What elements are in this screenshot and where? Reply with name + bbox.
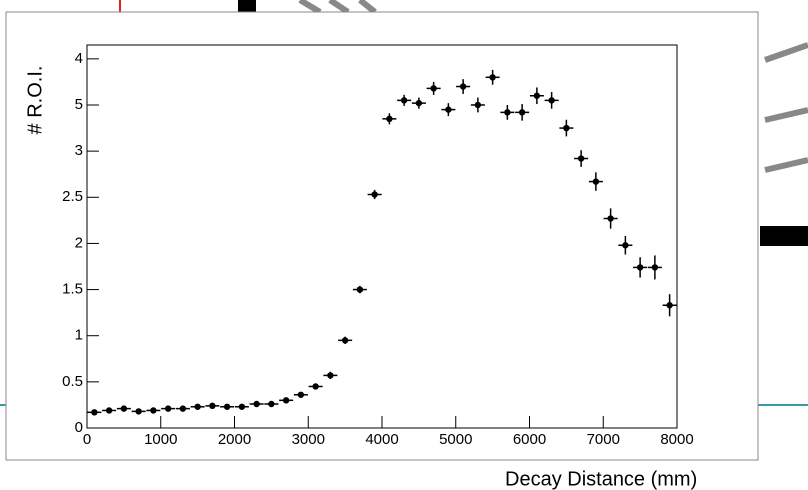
data-point	[150, 407, 157, 414]
data-point	[253, 400, 260, 408]
x-tick-label: 3000	[292, 431, 325, 448]
data-point	[459, 83, 467, 90]
data-point	[120, 405, 128, 412]
y-tick-label: 2	[75, 234, 83, 251]
y-tick-label: 0	[75, 419, 83, 436]
data-point	[135, 408, 142, 415]
data-point	[651, 264, 659, 271]
data-point	[400, 97, 408, 104]
data-point	[312, 383, 319, 390]
y-axis-label: # R.O.I.	[24, 66, 46, 135]
data-point	[223, 403, 231, 410]
data-point	[209, 402, 216, 410]
plot-panel	[5, 11, 759, 461]
y-tick-label: 2.5	[62, 188, 83, 205]
data-point	[636, 264, 644, 271]
data-point	[105, 407, 113, 414]
x-tick-label: 7000	[587, 431, 620, 448]
y-tick-label: 0.5	[62, 373, 83, 390]
data-point	[518, 109, 526, 116]
data-point	[607, 215, 614, 222]
data-point	[445, 106, 452, 113]
x-tick-label: 4000	[365, 431, 398, 448]
data-point	[489, 74, 496, 81]
x-axis-label: Decay Distance (mm)	[505, 468, 697, 490]
x-tick-label: 1000	[144, 431, 177, 448]
data-point	[548, 97, 555, 104]
data-point	[282, 397, 290, 404]
x-tick-label: 6000	[513, 431, 546, 448]
y-tick-label: 4	[75, 50, 83, 67]
detector-decoration	[238, 0, 808, 246]
data-point	[356, 286, 364, 293]
data-point	[164, 405, 172, 412]
y-tick-label: 1	[75, 327, 83, 344]
x-tick-label: 5000	[439, 431, 472, 448]
data-point	[415, 99, 423, 107]
x-tick-label: 2000	[218, 431, 251, 448]
data-point	[386, 115, 393, 123]
y-tick-label: 1.5	[62, 281, 83, 298]
y-tick-label: 5	[75, 96, 83, 113]
data-point	[430, 85, 437, 92]
data-point	[268, 400, 275, 408]
data-point	[371, 191, 378, 198]
data-point	[622, 242, 629, 249]
data-point	[179, 405, 187, 412]
data-point	[297, 391, 305, 398]
data-point	[91, 409, 98, 416]
x-tick-label: 8000	[660, 431, 693, 448]
data-point	[563, 124, 570, 132]
x-tick-label: 0	[83, 431, 91, 448]
data-point	[238, 403, 246, 410]
data-point	[504, 109, 511, 116]
data-point	[577, 155, 585, 162]
data-point	[474, 101, 482, 109]
data-point	[533, 92, 541, 99]
data-point	[194, 403, 201, 410]
data-point	[327, 372, 334, 379]
data-point	[341, 337, 349, 344]
data-point	[592, 178, 600, 185]
data-point	[666, 302, 673, 309]
y-tick-label: 3	[75, 142, 83, 159]
